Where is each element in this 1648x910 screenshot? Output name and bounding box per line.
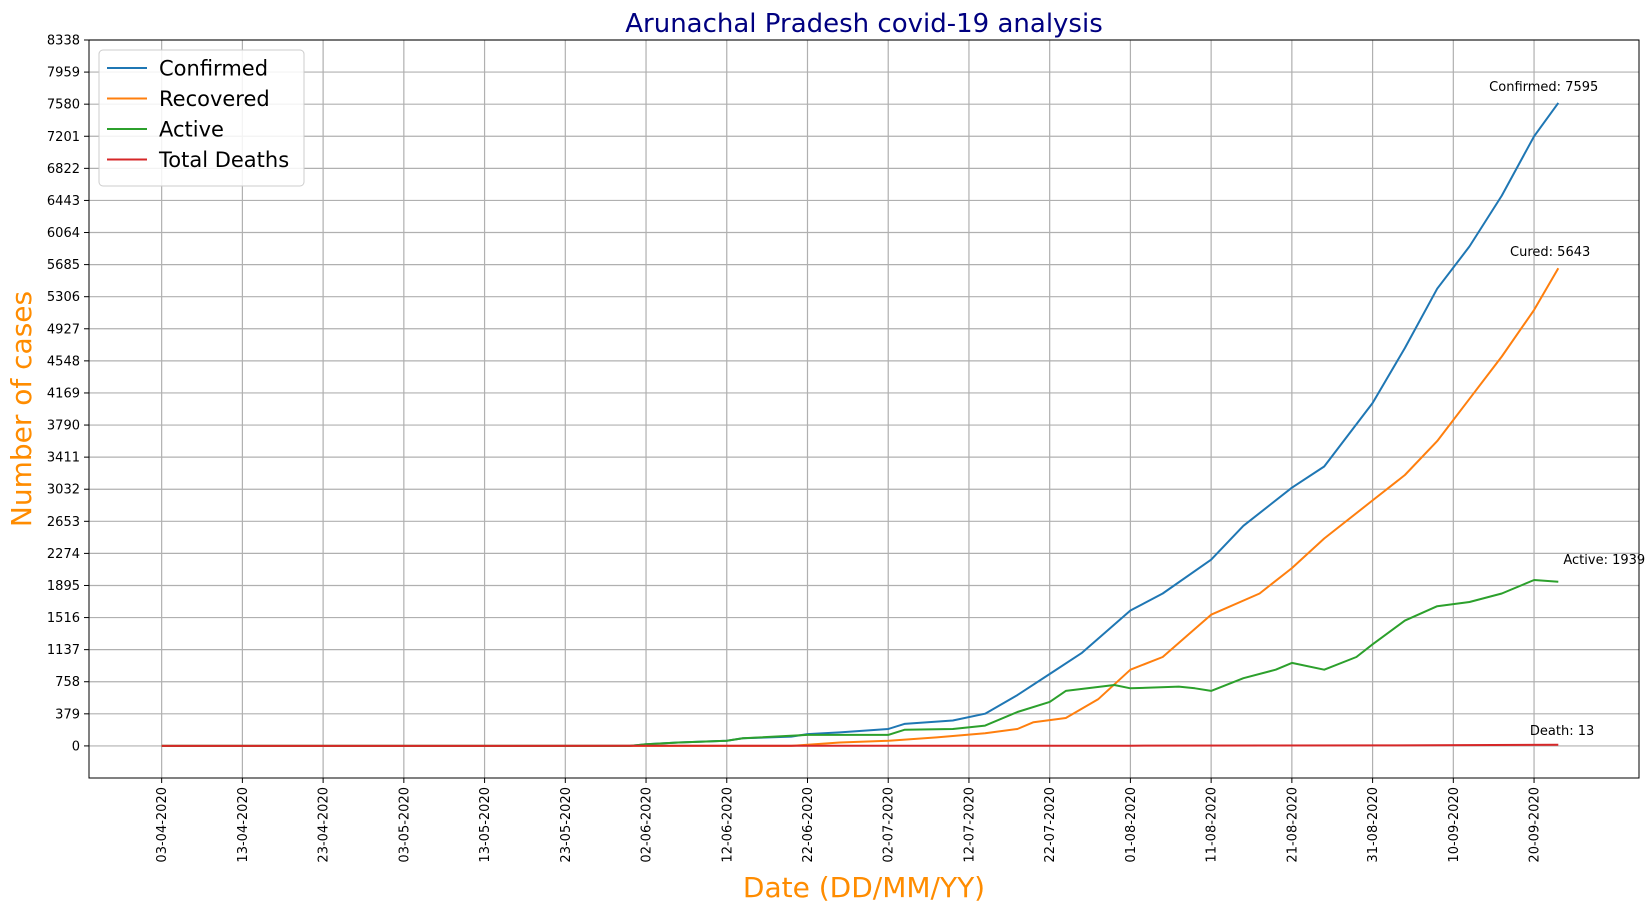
y-tick-label: 7959 [47, 66, 80, 81]
legend-box [98, 49, 305, 187]
y-tick-label: 379 [55, 707, 80, 722]
annotation-label: Active: 1939 [1563, 553, 1645, 568]
x-tick-label: 12-07-2020 [962, 787, 977, 863]
y-tick-label: 4927 [47, 322, 80, 337]
y-tick-label: 6064 [47, 226, 80, 241]
y-tick-label: 3790 [47, 419, 80, 434]
x-tick-label: 12-06-2020 [720, 787, 735, 863]
x-tick-label: 13-05-2020 [478, 787, 493, 863]
x-tick-label: 21-08-2020 [1285, 787, 1300, 863]
grid-lines [89, 39, 1639, 778]
y-tick-label: 3411 [47, 451, 80, 466]
x-axis-label: Date (DD/MM/YY) [743, 871, 985, 904]
y-tick-label: 4548 [47, 354, 80, 369]
y-tick-label: 7201 [47, 130, 80, 145]
y-tick-label: 5306 [47, 290, 80, 305]
x-tick-label: 01-08-2020 [1124, 787, 1139, 863]
y-tick-label: 2274 [47, 547, 80, 562]
x-tick-label: 11-08-2020 [1205, 787, 1220, 863]
series-lines [161, 102, 1560, 747]
x-tick-label: 23-05-2020 [559, 787, 574, 863]
y-tick-label: 7580 [47, 98, 80, 113]
chart-title: Arunachal Pradesh covid-19 analysis [625, 9, 1103, 39]
series-line-total-deaths [161, 743, 1559, 747]
x-tick-label: 31-08-2020 [1366, 787, 1381, 863]
plot-frame [88, 39, 1640, 779]
legend: Confirmed Recovered Active Total Deaths [98, 49, 305, 187]
series-line-recovered [161, 267, 1560, 747]
y-tick-label: 1516 [47, 611, 80, 626]
y-tick-label: 3032 [47, 483, 80, 498]
x-tick-label: 22-07-2020 [1043, 787, 1058, 863]
x-axis-ticks: 03-04-2020 13-04-2020 23-04-2020 03-05-2020… [155, 778, 1543, 863]
x-tick-label: 13-04-2020 [236, 787, 251, 863]
y-tick-label: 5685 [47, 258, 80, 273]
y-tick-label: 6822 [47, 162, 80, 177]
legend-label: Total Deaths [158, 148, 289, 172]
legend-label: Confirmed [159, 57, 268, 81]
y-tick-label: 6443 [47, 194, 80, 209]
y-tick-label: 1895 [47, 579, 80, 594]
y-tick-label: 8338 [47, 34, 80, 49]
legend-label: Recovered [159, 87, 270, 111]
annotation-label: Cured: 5643 [1510, 245, 1590, 260]
series-line-active [161, 579, 1559, 747]
y-tick-label: 1137 [47, 643, 80, 658]
y-tick-label: 758 [55, 675, 80, 690]
annotation-label: Confirmed: 7595 [1489, 80, 1598, 95]
x-tick-label: 22-06-2020 [801, 787, 816, 863]
x-tick-label: 03-04-2020 [155, 787, 170, 863]
y-axis-ticks: 0 379 758 1137 1516 1895 2274 2653 3032 3411 3790 4… [47, 34, 89, 754]
legend-label: Active [159, 118, 224, 142]
x-tick-label: 20-09-2020 [1528, 787, 1543, 863]
x-tick-label: 02-07-2020 [882, 787, 897, 863]
x-tick-label: 03-05-2020 [397, 787, 412, 863]
y-tick-label: 0 [72, 739, 80, 754]
end-value-annotations: Confirmed: 7595 Cured: 5643 Active: 1939 De… [1489, 80, 1645, 739]
y-tick-label: 4169 [47, 386, 80, 401]
x-tick-label: 23-04-2020 [317, 787, 332, 863]
y-tick-label: 2653 [47, 515, 80, 530]
y-axis-label: Number of cases [5, 291, 38, 527]
x-tick-label: 10-09-2020 [1447, 787, 1462, 863]
x-tick-label: 02-06-2020 [640, 787, 655, 863]
annotation-label: Death: 13 [1530, 724, 1594, 739]
